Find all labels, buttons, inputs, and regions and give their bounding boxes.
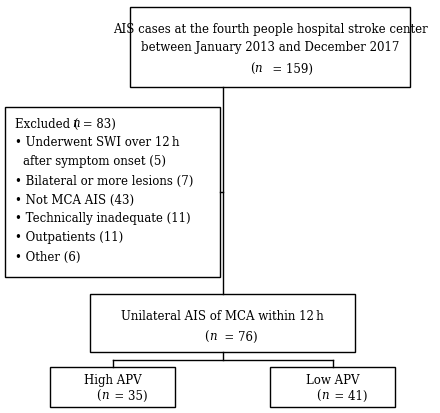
Text: n: n bbox=[72, 117, 80, 130]
Bar bbox=[270, 367, 395, 407]
Text: High APV: High APV bbox=[84, 374, 141, 387]
Text: after symptom onset (5): after symptom onset (5) bbox=[23, 155, 166, 168]
Text: (: ( bbox=[316, 389, 321, 401]
Text: Excluded (: Excluded ( bbox=[15, 117, 78, 130]
Bar bbox=[130, 8, 410, 88]
Text: • Outpatients (11): • Outpatients (11) bbox=[15, 231, 123, 244]
Text: (: ( bbox=[204, 330, 209, 343]
Bar bbox=[90, 294, 355, 352]
Bar bbox=[50, 367, 175, 407]
Text: • Other (6): • Other (6) bbox=[15, 250, 81, 263]
Text: Low APV: Low APV bbox=[306, 374, 359, 387]
Text: Unilateral AIS of MCA within 12 h: Unilateral AIS of MCA within 12 h bbox=[121, 310, 324, 323]
Text: = 41): = 41) bbox=[333, 389, 368, 401]
Text: n: n bbox=[321, 389, 328, 401]
Text: = 159): = 159) bbox=[270, 62, 313, 75]
Text: n: n bbox=[254, 62, 262, 75]
Text: (: ( bbox=[96, 389, 101, 401]
Bar bbox=[5, 108, 220, 277]
Text: n: n bbox=[101, 389, 108, 401]
Text: • Not MCA AIS (43): • Not MCA AIS (43) bbox=[15, 193, 134, 206]
Text: • Technically inadequate (11): • Technically inadequate (11) bbox=[15, 212, 191, 225]
Text: n: n bbox=[209, 330, 216, 343]
Text: • Underwent SWI over 12 h: • Underwent SWI over 12 h bbox=[15, 136, 180, 149]
Text: = 35): = 35) bbox=[113, 389, 148, 401]
Text: = 83): = 83) bbox=[79, 117, 116, 130]
Text: AIS cases at the fourth people hospital stroke center: AIS cases at the fourth people hospital … bbox=[113, 24, 427, 36]
Text: (: ( bbox=[249, 62, 254, 75]
Text: between January 2013 and December 2017: between January 2013 and December 2017 bbox=[141, 41, 399, 55]
Text: = 76): = 76) bbox=[223, 330, 258, 343]
Text: • Bilateral or more lesions (7): • Bilateral or more lesions (7) bbox=[15, 174, 193, 187]
